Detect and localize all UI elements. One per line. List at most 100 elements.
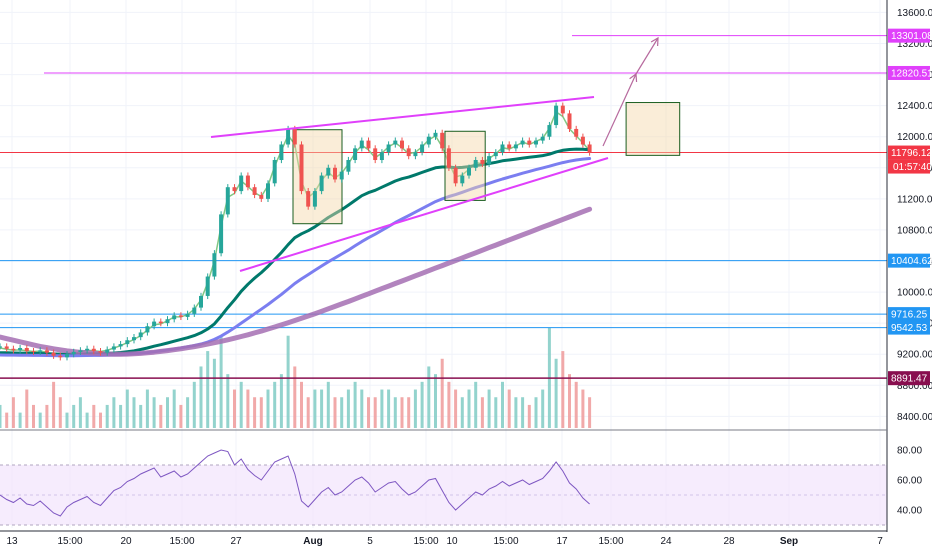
volume-bar (527, 404, 531, 428)
volume-bar (5, 412, 9, 428)
candle-body (192, 307, 197, 314)
projection-arrowhead (650, 36, 659, 47)
volume-bar (393, 397, 397, 428)
volume-bar (226, 374, 230, 428)
volume-bar (172, 389, 176, 428)
time-axis[interactable]: 13 15:00 20 15:00 27 Aug 5 15:00 10 15:00 17 15:00 2… (6, 536, 883, 547)
candle-body (580, 136, 585, 145)
volume-bar (286, 335, 290, 428)
rsi-tick-label: 80.00 (897, 446, 922, 457)
horizontal-levels[interactable] (0, 35, 887, 379)
price-tag-12820.51: 12820.51 (891, 68, 932, 79)
volume-bar (0, 404, 2, 428)
volume-bar (25, 389, 29, 428)
candle-body (292, 128, 297, 145)
rsi-tick-label: 60.00 (897, 476, 922, 487)
volume-bar (246, 389, 250, 428)
candle-body (111, 346, 116, 350)
time-label: 15:00 (493, 536, 518, 547)
volume-bar (152, 397, 156, 428)
candle-body (225, 187, 230, 215)
candle-body (460, 175, 465, 184)
time-label: 15:00 (413, 536, 438, 547)
candle-body (446, 148, 451, 168)
axes: 8400.008800.009200.009600.0010000.001040… (0, 0, 932, 532)
candle-body (433, 132, 438, 137)
candle-body (24, 347, 29, 352)
volume-bar (353, 381, 357, 428)
projection-arrow (602, 73, 637, 147)
volume-bar (125, 389, 129, 428)
candle-body (326, 167, 331, 176)
volume-bar (306, 397, 310, 428)
volume-bar (159, 404, 163, 428)
volume-bar (588, 397, 592, 428)
volume-bar (18, 412, 22, 428)
candle-body (85, 348, 90, 351)
candle-body (165, 319, 170, 324)
candle-body (232, 187, 237, 192)
price-tags: 13301.08 12820.51 11796.12 10404.62 9716.25 9… (888, 28, 932, 386)
pattern-box[interactable] (444, 130, 486, 201)
candle-body (547, 125, 552, 137)
volume-bar (420, 381, 424, 428)
time-label: 7 (877, 536, 883, 547)
volume-bar (541, 389, 545, 428)
price-tag-9716.25: 9716.25 (891, 310, 928, 321)
candle-body (339, 171, 344, 180)
countdown-label: 01:57:40 (893, 162, 932, 173)
trend-annotations[interactable] (210, 36, 659, 272)
volume-bar (340, 397, 344, 428)
candle-body (386, 144, 391, 153)
projection-arrow (635, 37, 659, 75)
candle-body (299, 144, 304, 192)
volume-bar (65, 412, 69, 428)
candle-body (400, 140, 404, 149)
volume-bar (166, 397, 169, 428)
pattern-box[interactable] (625, 102, 681, 156)
volume-bar (333, 397, 337, 428)
candle-body (51, 352, 56, 356)
candle-body (473, 160, 478, 168)
candle-body (212, 253, 217, 277)
candle-body (0, 346, 2, 348)
price-tag-13301.08: 13301.08 (891, 31, 932, 42)
price-tag-bg (888, 253, 930, 268)
volume-bar (293, 366, 297, 428)
candle-body (540, 136, 545, 141)
price-tag-11796.12: 11796.12 (891, 148, 932, 159)
volume-bar (534, 397, 538, 428)
volume-bar (494, 397, 498, 428)
volume-bar (373, 397, 377, 428)
time-label: 10 (446, 536, 458, 547)
candle-body (125, 340, 130, 345)
candle-body (11, 348, 16, 351)
candle-body (158, 321, 163, 324)
time-label: 17 (556, 536, 568, 547)
candle-body (279, 144, 284, 161)
volume-bar (52, 381, 56, 428)
volume-bar (360, 389, 364, 428)
candle-body (118, 344, 123, 347)
candle-body (78, 350, 83, 352)
time-label: 20 (120, 536, 132, 547)
candle-body (259, 194, 264, 199)
volume-bar (487, 389, 491, 428)
channel-lower-line[interactable] (239, 157, 609, 272)
time-label: 24 (660, 536, 672, 547)
volume-bar (145, 389, 149, 428)
price-tick-label: 13600.00 (897, 8, 932, 19)
channel-upper-line[interactable] (210, 96, 595, 138)
time-label: 15:00 (169, 536, 194, 547)
volume-bar (313, 389, 317, 428)
volume-bar (259, 397, 263, 428)
price-tick-label: 13200.00 (897, 39, 932, 50)
candle-body (440, 132, 445, 149)
volume-bar (480, 397, 484, 428)
candle-body (453, 167, 458, 184)
price-tag-10404.62: 10404.62 (891, 256, 932, 267)
volume-bar (179, 404, 183, 428)
time-label: Aug (303, 536, 322, 547)
volume-bar (32, 404, 35, 428)
